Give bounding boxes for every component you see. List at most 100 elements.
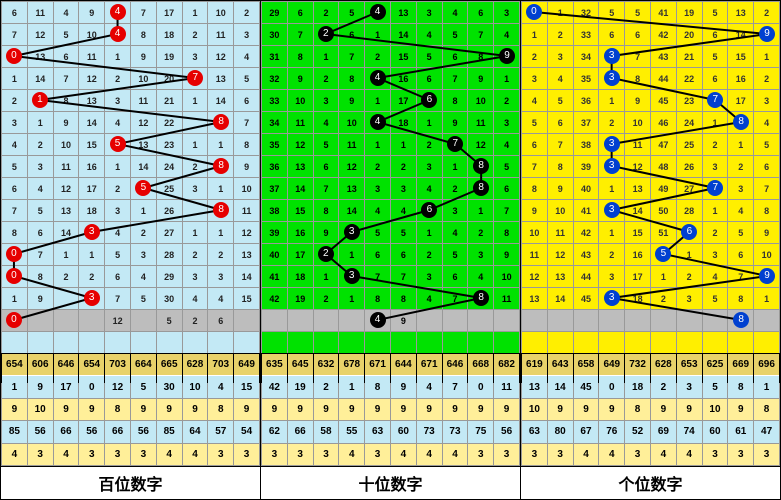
grid-cell: 9 xyxy=(547,178,573,200)
grid-cell: 42 xyxy=(650,24,676,46)
grid-cell: 6 xyxy=(208,310,234,332)
stat-cell: 3 xyxy=(287,443,313,465)
grid-cell: 9 xyxy=(27,288,53,310)
grid-cell xyxy=(599,310,625,332)
grid-row xyxy=(2,332,260,354)
grid-cell: 6 xyxy=(2,2,28,24)
grid-cell: 4 xyxy=(2,134,28,156)
grid-cell: 13 xyxy=(547,266,573,288)
stat-cell: 9 xyxy=(339,398,365,420)
grid-cell: 2 xyxy=(416,244,442,266)
grid-row: 11471221020135 xyxy=(2,68,260,90)
grid-cell: 22 xyxy=(676,68,702,90)
grid-cell xyxy=(442,332,468,354)
grid-cell: 34 xyxy=(573,46,599,68)
grid-cell xyxy=(234,332,260,354)
grid-cell xyxy=(625,310,651,332)
stat-cell: 654 xyxy=(2,354,28,376)
grid-cell: 12 xyxy=(130,112,156,134)
stat-cell: 664 xyxy=(130,354,156,376)
grid-cell: 12 xyxy=(27,24,53,46)
grid-row: 861442271112 xyxy=(2,222,260,244)
stat-row: 85566656665685645754 xyxy=(2,421,260,443)
grid-cell: 26 xyxy=(156,200,182,222)
stat-cell: 4 xyxy=(599,443,625,465)
grid-row: 411817736410 xyxy=(262,266,520,288)
grid-cell: 15 xyxy=(625,222,651,244)
stat-row: 63806776526974606147 xyxy=(522,421,780,443)
grid-cell: 5 xyxy=(494,156,520,178)
grid-cell: 5 xyxy=(442,24,468,46)
panel-title: 十位数字 xyxy=(261,466,520,499)
grid-cell: 2 xyxy=(754,2,780,24)
grid-cell: 2 xyxy=(105,68,131,90)
grid-cell: 7 xyxy=(468,24,494,46)
grid-cell: 7 xyxy=(339,46,365,68)
grid-cell: 7 xyxy=(625,46,651,68)
grid-cell: 2 xyxy=(442,178,468,200)
grid-cell: 1 xyxy=(182,134,208,156)
grid-cell: 8 xyxy=(287,46,313,68)
stat-cell: 4 xyxy=(339,443,365,465)
grid-cell: 2 xyxy=(130,222,156,244)
grid-cell: 3 xyxy=(702,244,728,266)
grid-cell: 38 xyxy=(573,134,599,156)
grid-cell xyxy=(416,310,442,332)
grid-cell: 50 xyxy=(650,200,676,222)
grid-cell: 1 xyxy=(676,244,702,266)
ball: 7 xyxy=(707,92,723,108)
grid-cell: 6 xyxy=(339,24,365,46)
grid-row: 71153282213 xyxy=(2,244,260,266)
stat-cell: 732 xyxy=(625,354,651,376)
grid-cell: 13 xyxy=(287,156,313,178)
stat-cell: 4 xyxy=(156,443,182,465)
stat-cell: 76 xyxy=(599,421,625,443)
grid-cell: 9 xyxy=(313,222,339,244)
ball: 3 xyxy=(84,224,100,240)
grid-row: 40171662539 xyxy=(262,244,520,266)
grid-cell: 3 xyxy=(676,288,702,310)
grid-cell: 2 xyxy=(182,156,208,178)
grid-cell: 14 xyxy=(339,200,365,222)
ball: 8 xyxy=(733,312,749,328)
grid-cell: 5 xyxy=(156,310,182,332)
grid-cell: 18 xyxy=(79,200,105,222)
grid-cell: 11 xyxy=(468,112,494,134)
stat-cell: 80 xyxy=(547,421,573,443)
grid-cell: 15 xyxy=(79,134,105,156)
grid-cell: 3 xyxy=(468,244,494,266)
stat-cell: 2 xyxy=(313,376,339,398)
grid-cell: 15 xyxy=(728,46,754,68)
grid-cell xyxy=(468,310,494,332)
grid-cell: 7 xyxy=(105,288,131,310)
grid-cell: 3 xyxy=(208,266,234,288)
grid-cell: 12 xyxy=(547,244,573,266)
stat-cell: 3 xyxy=(105,443,131,465)
grid-cell: 12 xyxy=(522,266,548,288)
grid-cell xyxy=(547,310,573,332)
stat-cell: 62 xyxy=(262,421,288,443)
stat-cell: 1 xyxy=(339,376,365,398)
grid-cell: 14 xyxy=(728,24,754,46)
grid-cell: 5 xyxy=(754,134,780,156)
grid-cell: 32 xyxy=(262,68,288,90)
grid-cell: 14 xyxy=(625,200,651,222)
stat-cell: 643 xyxy=(547,354,573,376)
stat-cell: 3 xyxy=(79,443,105,465)
grid-cell: 5 xyxy=(339,2,365,24)
ball: 3 xyxy=(604,70,620,86)
grid-cell: 3 xyxy=(234,24,260,46)
ball: 9 xyxy=(499,48,515,64)
stat-cell: 628 xyxy=(182,354,208,376)
grid-cell: 11 xyxy=(79,46,105,68)
grid-cell: 13 xyxy=(53,200,79,222)
grid-cell: 11 xyxy=(130,90,156,112)
stat-cell: 75 xyxy=(468,421,494,443)
grid-cell: 1 xyxy=(728,134,754,156)
grid-cell: 23 xyxy=(676,90,702,112)
stat-cell: 682 xyxy=(494,354,520,376)
stat-cell: 19 xyxy=(287,376,313,398)
grid-cell xyxy=(650,310,676,332)
stat-cell: 9 xyxy=(650,398,676,420)
grid-cell xyxy=(156,332,182,354)
